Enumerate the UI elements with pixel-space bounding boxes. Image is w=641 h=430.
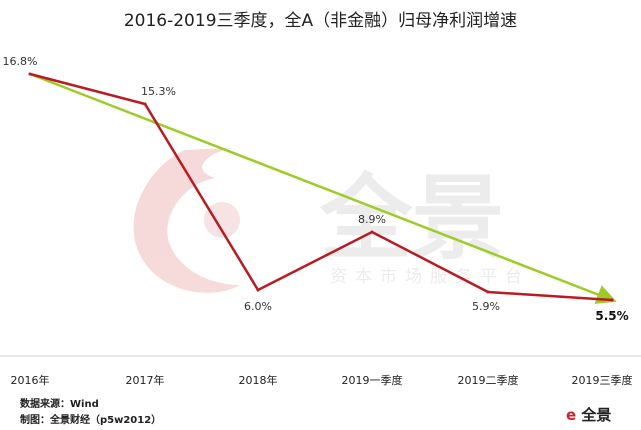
data-point	[256, 288, 260, 292]
watermark-logo	[133, 148, 240, 293]
data-label: 8.9%	[358, 213, 386, 226]
x-tick-label: 2018年	[239, 373, 278, 387]
data-point	[610, 298, 614, 302]
data-point	[486, 290, 490, 294]
series-line	[29, 72, 613, 302]
x-tick-label: 2019二季度	[458, 373, 519, 387]
data-label: 15.3%	[141, 85, 176, 98]
data-point	[143, 102, 147, 106]
x-tick-label: 2019三季度	[572, 373, 633, 387]
data-point	[370, 230, 374, 234]
trend-arrow	[29, 72, 617, 304]
data-label: 5.5%	[595, 309, 628, 323]
brand-logo: e 全景	[566, 404, 611, 425]
source-note: 数据来源：Wind	[20, 399, 99, 410]
brand-mark-icon: e	[566, 406, 577, 424]
brand-name: 全景	[581, 406, 612, 424]
x-tick-label: 2019一季度	[342, 373, 403, 387]
chart-footer: 数据来源：Wind 制图：全景财经（p5w2012）	[20, 397, 161, 429]
watermark-tagline: 资本市场服务平台	[330, 267, 530, 287]
maker-note: 制图：全景财经（p5w2012）	[20, 415, 162, 426]
chart-title: 2016-2019三季度，全A（非金融）归母净利润增速	[123, 11, 518, 31]
data-point	[28, 72, 32, 76]
data-label: 16.8%	[3, 55, 38, 68]
data-label: 6.0%	[244, 300, 272, 313]
x-tick-label: 2017年	[126, 373, 165, 387]
x-tick-label: 2016年	[11, 373, 50, 387]
watermark-name: 全景	[319, 165, 504, 272]
data-label: 5.9%	[472, 300, 500, 313]
